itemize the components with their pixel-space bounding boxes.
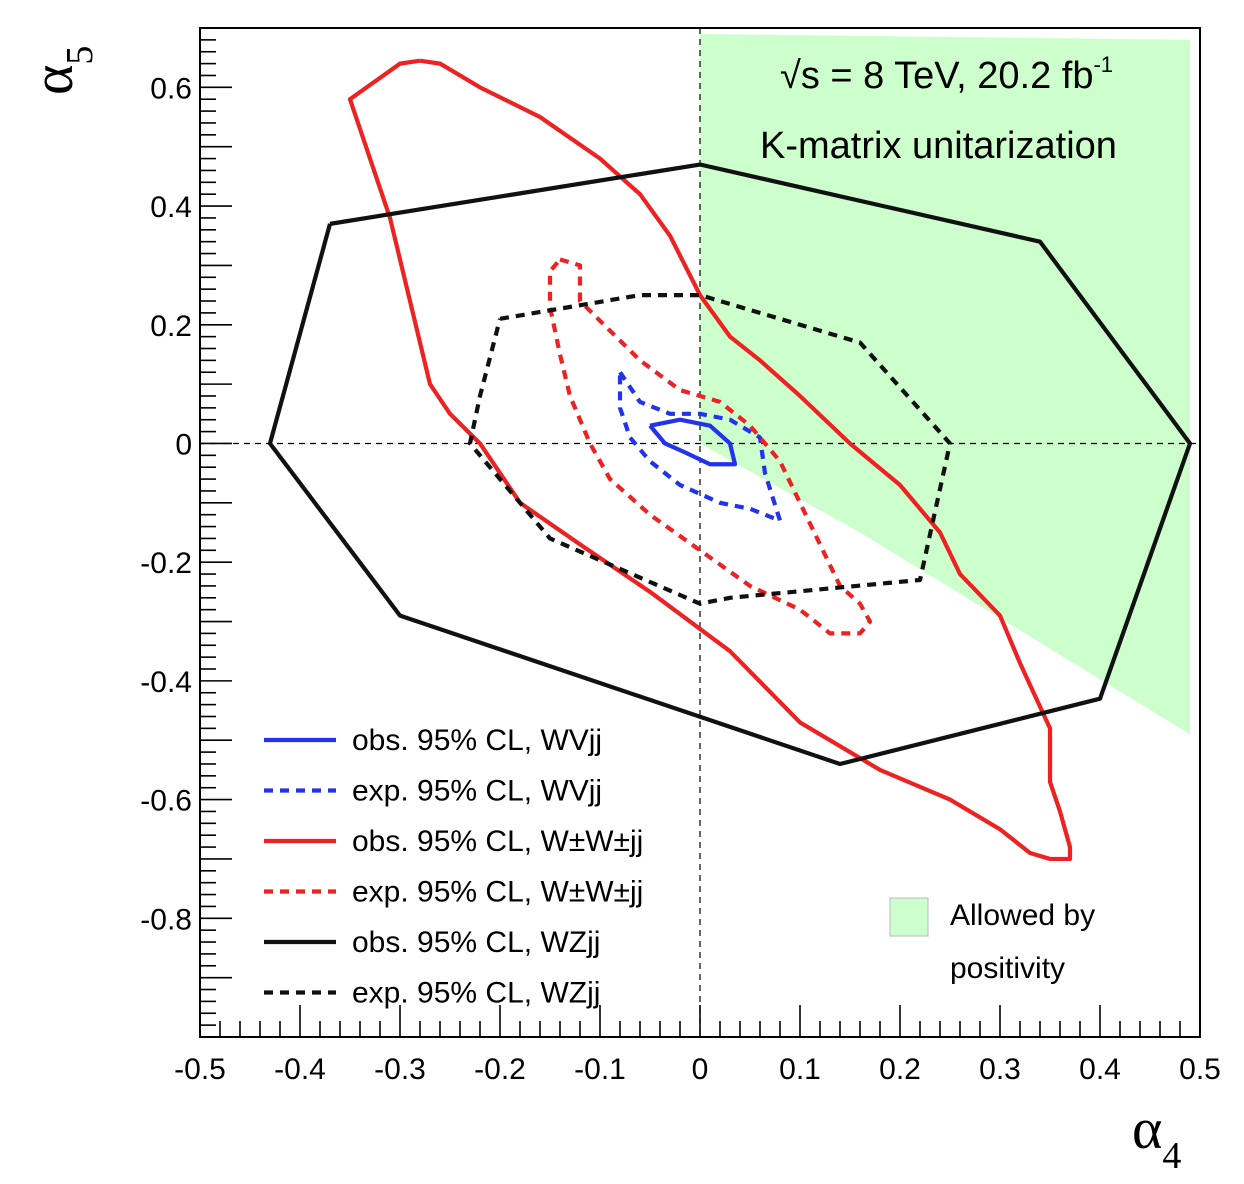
y-tick-label: 0 xyxy=(175,428,192,461)
y-tick-label: -0.6 xyxy=(140,785,192,818)
x-tick-label: -0.1 xyxy=(574,1053,626,1086)
legend-label: obs. 95% CL, WVjj xyxy=(352,724,602,757)
x-tick-label: -0.2 xyxy=(474,1053,526,1086)
x-tick-label: 0.2 xyxy=(879,1053,921,1086)
y-axis-symbol: α xyxy=(20,65,85,95)
contour-obs-95-cl-wvjj xyxy=(648,417,738,467)
allowed-region-swatch xyxy=(889,897,929,937)
x-tick-label: 0.1 xyxy=(779,1053,821,1086)
y-tick-label: 0.6 xyxy=(150,72,192,105)
allowed-by-positivity-region xyxy=(700,33,1190,735)
contour-exp-95-cl-wzjj xyxy=(467,292,953,606)
x-tick-label: -0.3 xyxy=(374,1053,426,1086)
legend: obs. 95% CL, WVjj exp. 95% CL, WVjj obs. 9… xyxy=(264,724,643,1010)
allowed-region-label-line2: positivity xyxy=(950,952,1065,985)
legend-label: exp. 95% CL, WVjj xyxy=(352,775,602,808)
x-tick-label: 0.3 xyxy=(979,1053,1021,1086)
legend-label: exp. 95% CL, WZjj xyxy=(352,977,600,1010)
y-tick-label: -0.4 xyxy=(140,666,192,699)
method-label: K-matrix unitarization xyxy=(760,125,1117,167)
x-tick-label: -0.5 xyxy=(174,1053,226,1086)
contour-series xyxy=(267,58,1193,862)
contour-obs-95-cl-w-w-jj xyxy=(347,58,1073,862)
y-axis-title: α5 xyxy=(20,46,101,95)
contour-obs-95-cl-wzjj xyxy=(267,162,1193,767)
x-axis-subscript: 4 xyxy=(1162,1135,1181,1177)
x-tick-label: 0.4 xyxy=(1079,1053,1121,1086)
legend-label: obs. 95% CL, WZjj xyxy=(352,926,600,959)
x-tick-labels: -0.5 -0.4 -0.3 -0.2 -0.1 0 0.1 0.2 0.3 0.4 0.5 xyxy=(174,1053,1221,1086)
y-tick-label: 0.4 xyxy=(150,191,192,224)
legend-label: exp. 95% CL, W±W±jj xyxy=(352,876,643,909)
axis-ticks xyxy=(199,27,1201,1038)
x-axis-symbol: α xyxy=(1132,1096,1162,1161)
energy-luminosity-text: √s = 8 TeV, 20.2 fb xyxy=(780,55,1093,97)
energy-luminosity-superscript: -1 xyxy=(1093,52,1113,77)
legend-label: obs. 95% CL, W±W±jj xyxy=(352,825,643,858)
y-tick-label: -0.2 xyxy=(140,547,192,580)
x-tick-label: -0.4 xyxy=(274,1053,326,1086)
y-axis-subscript: 5 xyxy=(59,46,101,65)
x-axis-title: α4 xyxy=(1132,1096,1181,1177)
y-tick-label: 0.2 xyxy=(150,310,192,343)
energy-luminosity-label: √s = 8 TeV, 20.2 fb-1 xyxy=(780,52,1113,97)
x-tick-label: 0 xyxy=(692,1053,709,1086)
y-tick-labels: 0.6 0.4 0.2 0 -0.2 -0.4 -0.6 -0.8 xyxy=(140,72,192,936)
contour-exp-95-cl-w-w-jj xyxy=(547,257,873,636)
x-tick-label: 0.5 xyxy=(1179,1053,1221,1086)
allowed-region-label-line1: Allowed by xyxy=(950,899,1095,932)
y-tick-label: -0.8 xyxy=(140,903,192,936)
